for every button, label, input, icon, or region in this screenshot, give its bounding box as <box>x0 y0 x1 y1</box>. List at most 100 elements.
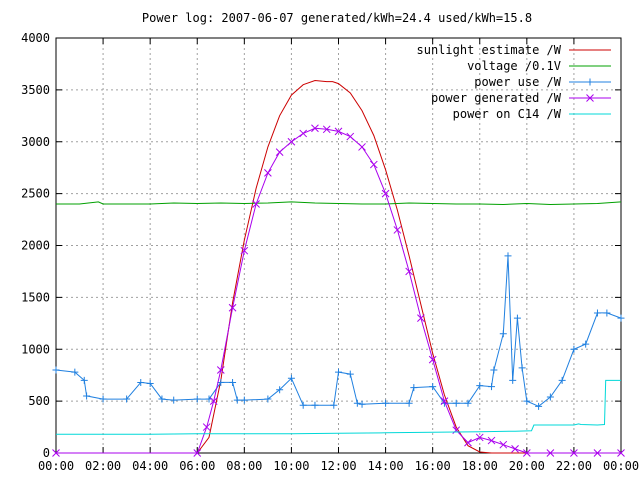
legend-label: power on C14 /W <box>453 107 562 121</box>
data-point <box>287 137 296 146</box>
data-point <box>299 129 308 138</box>
data-point <box>170 396 178 404</box>
data-point <box>546 449 555 457</box>
data-point <box>410 384 418 392</box>
data-point <box>334 127 343 136</box>
data-point <box>513 314 521 322</box>
series-power-generated-w <box>52 124 625 457</box>
data-point <box>216 366 225 374</box>
y-tick-label: 3500 <box>21 83 50 97</box>
x-tick-label: 00:00 <box>603 459 639 473</box>
data-point <box>546 393 554 401</box>
series-line-sunlight-estimate-w <box>196 79 527 454</box>
data-point <box>617 449 625 457</box>
data-point <box>299 401 307 409</box>
y-tick-label: 2500 <box>21 187 50 201</box>
data-point <box>330 401 338 409</box>
data-point <box>582 340 590 348</box>
y-axis: 0 500 1000 1500 2000 2500 3000 3500 4000 <box>21 31 621 460</box>
legend-marker <box>586 94 594 102</box>
y-tick-label: 3000 <box>21 135 50 149</box>
data-point <box>346 370 354 378</box>
y-tick-label: 2000 <box>21 239 50 253</box>
data-point <box>509 376 517 384</box>
data-point <box>311 401 319 409</box>
data-point <box>83 392 91 400</box>
y-tick-label: 1000 <box>21 342 50 356</box>
x-tick-label: 14:00 <box>368 459 404 473</box>
legend-marker <box>586 78 594 86</box>
data-point <box>487 436 496 445</box>
x-tick-label: 04:00 <box>132 459 168 473</box>
data-point <box>429 383 437 391</box>
data-point <box>464 399 472 407</box>
x-tick-label: 06:00 <box>179 459 215 473</box>
x-tick-label: 20:00 <box>509 459 545 473</box>
data-point <box>475 433 484 442</box>
data-point <box>276 386 284 394</box>
y-tick-label: 1500 <box>21 290 50 304</box>
data-point <box>570 345 578 353</box>
data-point <box>264 169 272 177</box>
data-point <box>71 368 79 376</box>
data-point <box>322 125 331 134</box>
data-point <box>522 449 531 457</box>
data-point <box>229 378 237 386</box>
data-point <box>137 378 145 386</box>
data-point <box>393 226 402 234</box>
x-tick-label: 22:00 <box>556 459 592 473</box>
x-tick-label: 12:00 <box>320 459 356 473</box>
data-point <box>275 148 284 156</box>
data-point <box>193 395 201 403</box>
data-point <box>452 399 460 407</box>
data-point <box>240 246 249 255</box>
x-tick-label: 08:00 <box>226 459 262 473</box>
chart-title: Power log: 2007-06-07 generated/kWh=24.4… <box>142 11 532 25</box>
data-point <box>358 400 366 408</box>
data-point <box>99 395 107 403</box>
data-point <box>558 376 566 384</box>
data-point <box>518 364 526 372</box>
data-point <box>311 124 319 133</box>
data-point <box>535 402 543 410</box>
data-point <box>346 132 355 141</box>
data-point <box>464 438 472 447</box>
data-point <box>228 303 237 312</box>
legend-label: power generated /W <box>431 91 562 105</box>
data-point <box>382 399 390 407</box>
legend-label: voltage /0.1V <box>467 59 561 73</box>
data-point <box>240 396 248 404</box>
y-tick-label: 0 <box>43 446 50 460</box>
data-point <box>123 395 131 403</box>
data-point <box>499 440 508 449</box>
data-point <box>490 366 498 374</box>
data-point <box>511 444 519 453</box>
data-point <box>499 330 507 338</box>
data-point <box>158 395 166 403</box>
data-point <box>52 449 60 457</box>
x-tick-label: 10:00 <box>273 459 309 473</box>
legend-label: sunlight estimate /W <box>417 43 562 57</box>
data-point <box>287 374 295 382</box>
series-sunlight-estimate-w <box>196 79 527 454</box>
x-tick-label: 16:00 <box>415 459 451 473</box>
data-point <box>202 423 211 431</box>
data-point <box>488 383 496 391</box>
data-point <box>405 399 413 407</box>
data-point <box>593 449 602 457</box>
data-point <box>193 449 202 457</box>
data-point <box>523 397 531 405</box>
legend-label: power use /W <box>474 75 561 89</box>
series-voltage-0-1v <box>56 201 622 206</box>
data-point <box>80 376 88 384</box>
data-point <box>369 160 378 169</box>
data-point <box>570 449 578 457</box>
y-tick-label: 4000 <box>21 31 50 45</box>
data-point <box>476 382 484 390</box>
data-point <box>428 355 437 364</box>
data-point <box>335 368 342 376</box>
x-tick-label: 02:00 <box>85 459 121 473</box>
data-point <box>593 309 601 317</box>
x-axis: 00:00 02:00 04:00 06:00 08:00 10:00 12:00 14:00… <box>38 38 639 473</box>
